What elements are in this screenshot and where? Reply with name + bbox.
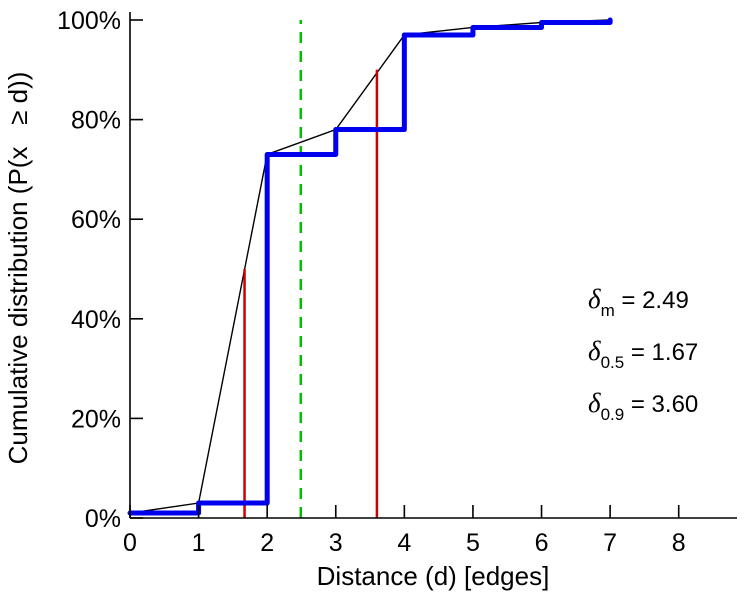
x-tick-label-8: 8 — [672, 529, 686, 557]
empirical-cdf-step-line — [127, 17, 613, 516]
x-tick-label-3: 3 — [329, 529, 343, 557]
annotation-delta-0.9: δ0.9 = 3.60 — [588, 388, 698, 424]
x-tick-label-2: 2 — [260, 529, 274, 557]
x-tick-label-1: 1 — [192, 529, 206, 557]
y-axis-label: Cumulative distribution (P(x ≥ d)) — [3, 72, 33, 465]
y-tick-label-0: 0% — [85, 505, 121, 533]
plot-area: 0 1 2 3 4 5 6 7 80%20%40%60%80%100% — [57, 7, 737, 557]
annotation-block: δm = 2.49 δ0.5 = 1.67 δ0.9 = 3.60 — [588, 284, 698, 424]
x-tick-label-7: 7 — [603, 529, 617, 557]
y-tick-label-40: 40% — [71, 306, 121, 334]
y-tick-label-100: 100% — [57, 7, 121, 35]
linear-interpolation-line — [129, 19, 611, 514]
x-tick-label-4: 4 — [397, 529, 411, 557]
y-tick-label-60: 60% — [71, 206, 121, 234]
x-axis-label: Distance (d) [edges] — [317, 561, 550, 591]
y-tick-label-20: 20% — [71, 405, 121, 433]
x-tick-label-5: 5 — [466, 529, 480, 557]
x-tick-label-0: 0 — [123, 529, 137, 557]
x-tick-label-6: 6 — [535, 529, 549, 557]
annotation-delta-m: δm = 2.49 — [588, 284, 689, 320]
y-tick-label-80: 80% — [71, 107, 121, 135]
annotation-delta-0.5: δ0.5 = 1.67 — [588, 336, 698, 372]
